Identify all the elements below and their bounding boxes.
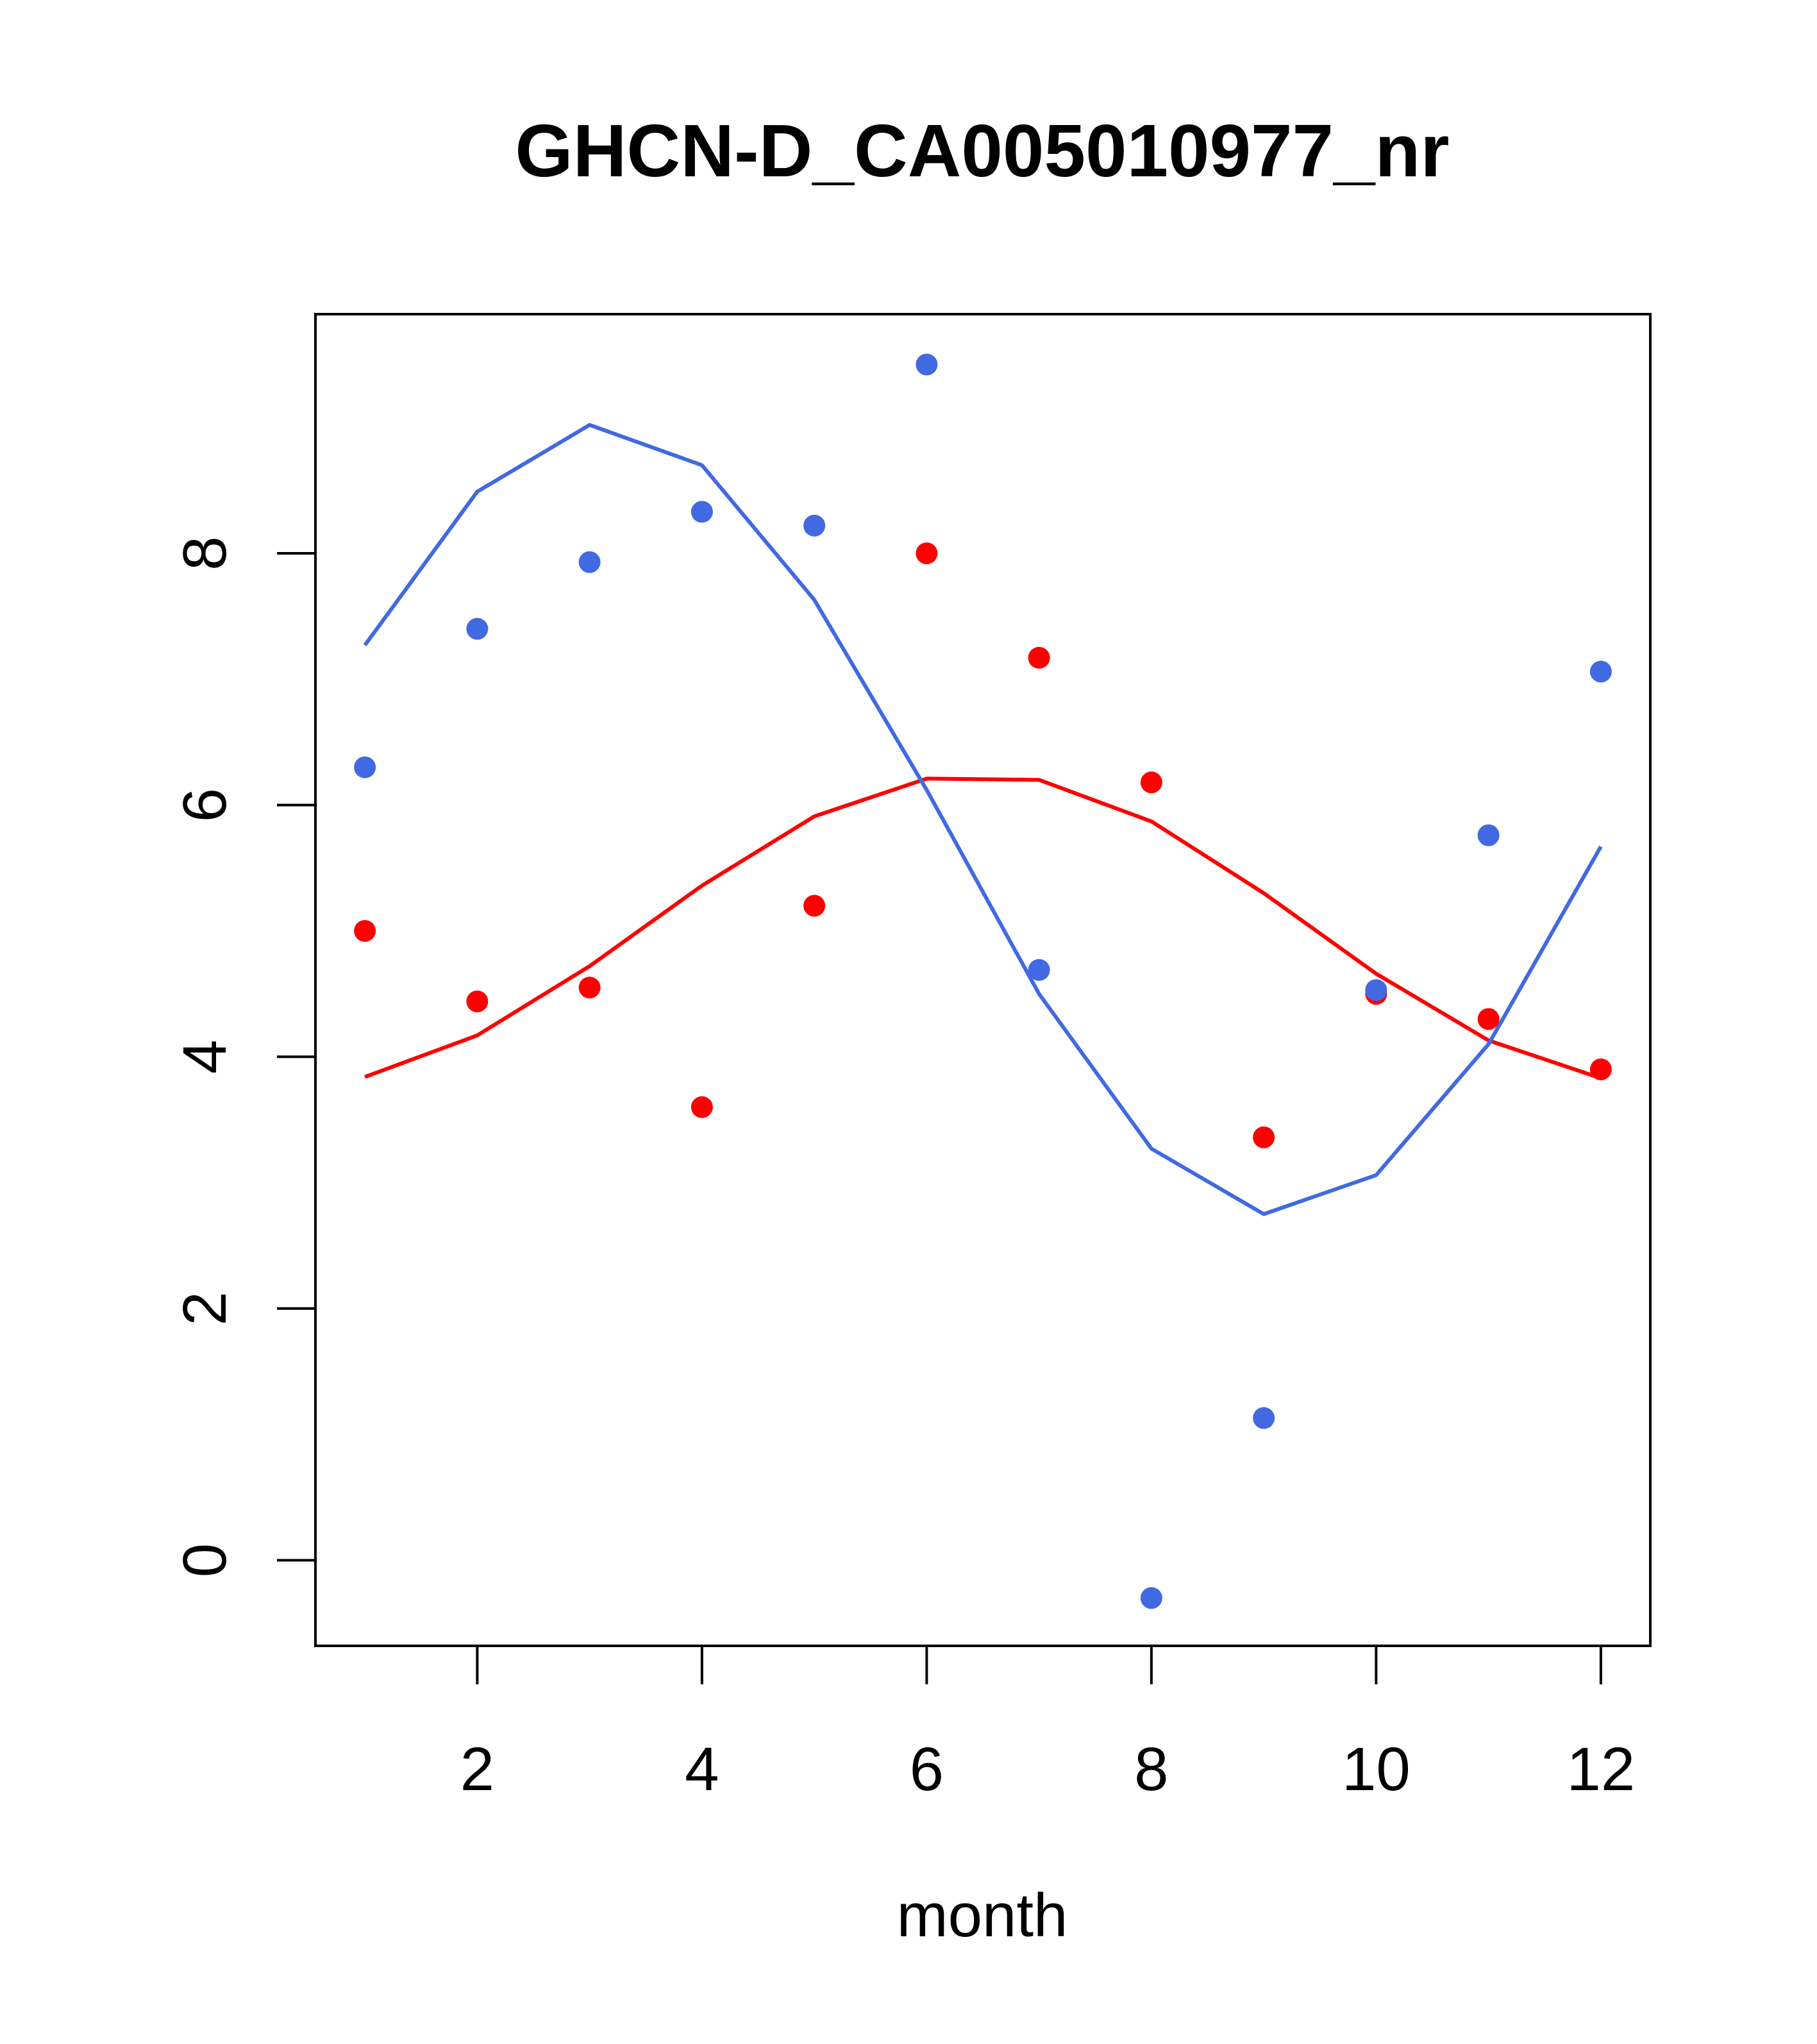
data-point [691,501,713,523]
x-tick-label: 6 [910,1735,944,1804]
x-axis: 2 4 6 8 10 12 [460,1645,1635,1804]
data-point [691,1096,713,1118]
x-axis-label: month [897,1881,1068,1950]
x-tick-label: 4 [685,1735,719,1804]
x-tick-label: 10 [1342,1735,1411,1804]
data-point [354,756,376,778]
data-point [803,894,826,917]
y-axis: 0 2 4 6 8 [171,536,317,1577]
data-point [1477,824,1500,846]
data-point [1028,959,1050,981]
chart-title: GHCN-D_CA005010977_nr [515,109,1449,192]
series-line [364,776,1602,1080]
y-tick-label: 0 [171,1543,239,1577]
plot-frame [314,313,1652,1647]
series-layer [354,353,1612,1609]
data-point [1253,1126,1275,1148]
y-tick-label: 8 [171,536,239,570]
x-tick-label: 8 [1134,1735,1168,1804]
data-point [1365,979,1387,1001]
data-point [466,990,489,1012]
data-point [1140,1587,1162,1609]
y-tick-label: 6 [171,788,239,822]
data-point [916,353,938,376]
y-tick-label: 4 [171,1040,239,1074]
data-point [1589,1058,1612,1080]
data-point [1589,660,1612,683]
series-line [363,423,1603,1216]
data-point [1028,646,1050,669]
y-tick-label: 2 [171,1291,239,1325]
data-point [803,514,826,537]
data-point [578,976,601,999]
data-point [1253,1407,1275,1429]
data-point [1140,771,1162,794]
data-point [1477,1008,1500,1030]
data-point [466,617,489,640]
x-tick-label: 2 [460,1735,494,1804]
data-point [916,542,938,564]
data-point [578,551,601,573]
data-point [354,919,376,942]
x-tick-label: 12 [1566,1735,1635,1804]
